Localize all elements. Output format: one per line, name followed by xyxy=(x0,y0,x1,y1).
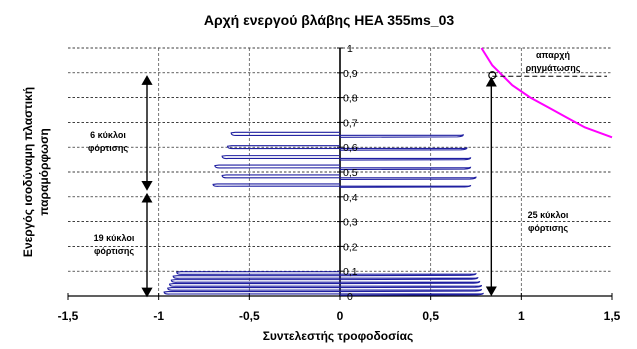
loop-cycle-9 xyxy=(214,164,472,171)
series xyxy=(163,47,613,296)
loop-cycle-12 xyxy=(230,131,464,138)
loop-cycle-11 xyxy=(227,145,468,151)
loop-cycle-2 xyxy=(167,287,482,293)
annotation-group-a-line-1: 6 κύκλοι xyxy=(90,130,126,140)
y-tick-label-0: 0 xyxy=(347,291,353,303)
annotations: απαρχή ρηγμάτωσης 6 κύκλοι φόρτισης 19 κύκλο… xyxy=(88,50,607,298)
x-tick-label-5: 1 xyxy=(518,309,525,323)
x-tick-label-4: 0,5 xyxy=(422,309,439,323)
y-axis-title-line-2: παραμόρφωση xyxy=(37,128,51,215)
y-tick-label-7: 0,7 xyxy=(343,117,358,129)
loop-cycle-7 xyxy=(212,183,472,188)
annotation-group-b-line-2: φόρτισης xyxy=(94,246,134,256)
axes xyxy=(67,47,613,300)
loop-cycle-10 xyxy=(221,155,472,161)
loop-cycle-1 xyxy=(163,290,484,296)
chart-title: Αρχή ενεργού βλάβης HEA 355ms_03 xyxy=(204,12,455,28)
loop-cycle-5 xyxy=(172,275,479,281)
x-tick-label-0: -1,5 xyxy=(58,309,79,323)
annotation-group-b-line-1: 19 κύκλοι xyxy=(94,233,135,243)
y-tick-label-10: 1 xyxy=(347,43,353,55)
y-tick-label-1: 0,1 xyxy=(343,266,358,278)
y-tick-label-8: 0,8 xyxy=(343,93,358,105)
annotation-group-c-line-1: 25 κύκλοι xyxy=(528,210,569,220)
y-tick-label-4: 0,4 xyxy=(343,192,358,204)
loop-cycle-4 xyxy=(170,279,481,285)
tick-labels: -1,5 -1 -0,5 0 0,5 1 1,5 0 0,1 0,2 0,3 0,4 0,5 0,6 0,7… xyxy=(58,43,621,323)
loop-cycle-6 xyxy=(176,271,477,277)
x-tick-label-2: -0,5 xyxy=(239,309,260,323)
y-tick-label-6: 0,6 xyxy=(343,142,358,154)
x-tick-label-1: -1 xyxy=(153,309,164,323)
x-axis-title: Συντελεστής τροφοδοσίας xyxy=(263,329,414,343)
annotation-group-a-line-2: φόρτισης xyxy=(88,143,128,153)
x-tick-label-3: 0 xyxy=(337,309,344,323)
loop-cycle-3 xyxy=(168,283,482,289)
annotation-initiation-line-2: ρηγμάτωσης xyxy=(526,63,581,73)
loop-cycle-8 xyxy=(221,174,477,180)
y-tick-label-9: 0,9 xyxy=(343,68,358,80)
annotation-initiation-line-1: απαρχή xyxy=(536,50,570,60)
x-tick-label-6: 1,5 xyxy=(604,309,621,323)
y-axis-title: Ενεργός ισοδύναμη πλαστική παραμόρφωση xyxy=(21,87,51,257)
y-axis-title-line-1: Ενεργός ισοδύναμη πλαστική xyxy=(21,87,35,257)
y-tick-label-2: 0,2 xyxy=(343,241,358,253)
envelope-line xyxy=(480,47,613,139)
y-tick-label-3: 0,3 xyxy=(343,217,358,229)
y-tick-label-5: 0,5 xyxy=(343,167,358,179)
annotation-group-c-line-2: φόρτισης xyxy=(528,223,568,233)
